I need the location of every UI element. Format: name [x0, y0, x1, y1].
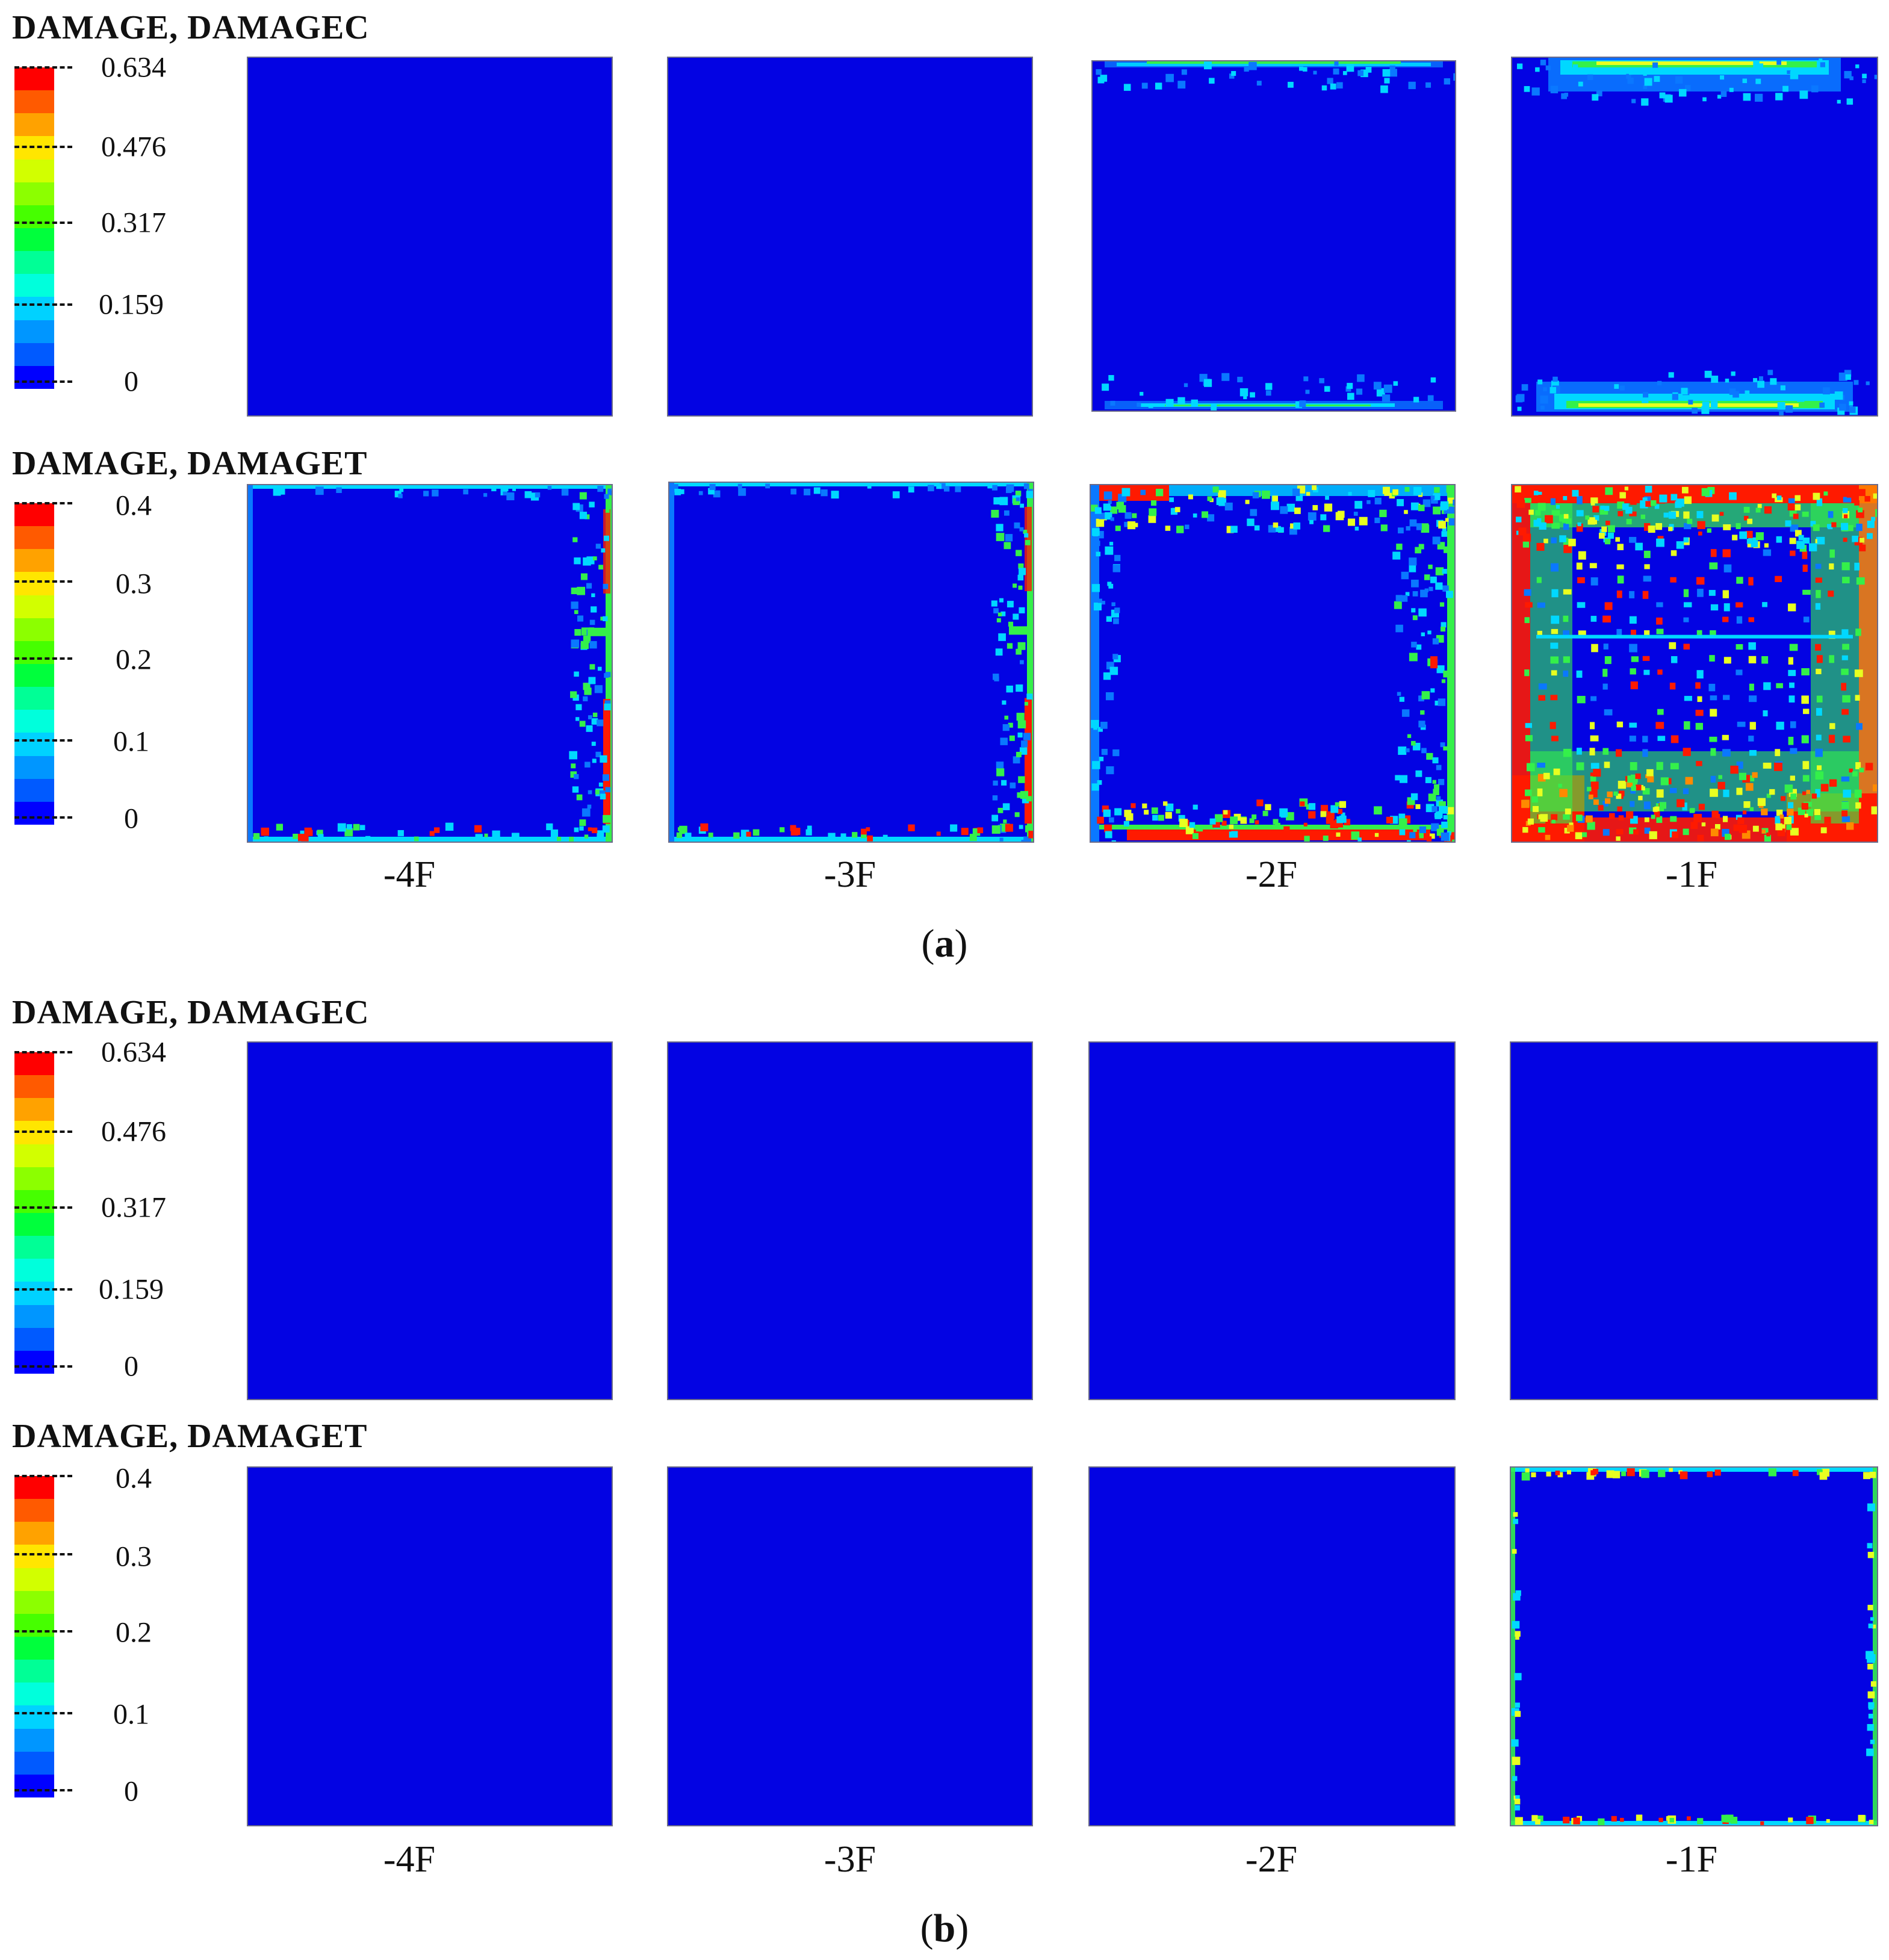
legend-label: 0.159 — [99, 288, 164, 321]
legend-tick — [14, 1130, 72, 1133]
damage-panel-b-c-1f — [1510, 1041, 1878, 1400]
subfigure-letter: a — [934, 922, 955, 966]
block-title: DAMAGE, DAMAGEC — [12, 994, 370, 1031]
damage-panel-b-t-4f — [247, 1466, 613, 1826]
column-label: -4F — [383, 854, 436, 895]
damage-panel-a-t-4f — [247, 484, 613, 843]
legend-label: 0.634 — [101, 51, 166, 84]
damage-panel-b-c-4f — [247, 1041, 613, 1400]
legend-tick — [14, 303, 72, 306]
damage-panel-a-c-3f — [667, 57, 1033, 417]
damage-panel-a-c-4f — [247, 57, 613, 417]
subfigure-a: DAMAGE, DAMAGEC 0.634 0.476 0.317 0.159 … — [0, 8, 1889, 966]
legend-tick — [14, 580, 72, 583]
damage-texture — [1091, 485, 1454, 842]
legend-label: 0.3 — [116, 568, 152, 600]
legend-color-bar — [14, 67, 54, 389]
column-label: -1F — [1665, 1839, 1718, 1880]
subfigure-letter: b — [933, 1906, 956, 1950]
legend-label: 0.476 — [101, 131, 166, 163]
damage-texture — [669, 483, 1033, 842]
legend-tick — [14, 146, 72, 148]
color-legend: 0.634 0.476 0.317 0.159 0 — [14, 52, 195, 398]
legend-label: 0.4 — [116, 1462, 152, 1495]
color-legend: 0.634 0.476 0.317 0.159 0 — [14, 1037, 195, 1383]
legend-color-bar — [14, 503, 54, 825]
legend-tick — [14, 1553, 72, 1555]
damage-panel-a-t-1f — [1511, 484, 1878, 843]
column-label: -2F — [1245, 854, 1298, 895]
column-label: -3F — [824, 854, 876, 895]
column-label: -1F — [1665, 854, 1718, 895]
legend-tick — [14, 66, 72, 69]
legend-label: 0.159 — [99, 1273, 164, 1306]
damage-texture — [1511, 1468, 1877, 1825]
damage-panel-a-c-1f — [1511, 57, 1878, 417]
legend-tick — [14, 1365, 72, 1368]
legend-label: 0.4 — [116, 489, 152, 522]
damage-texture — [1515, 58, 1877, 415]
damage-panel-a-c-2f — [1091, 60, 1456, 412]
subfigure-label: (a) — [921, 922, 968, 966]
block-title: DAMAGE, DAMAGET — [12, 1418, 368, 1455]
damage-panel-b-c-2f — [1088, 1041, 1456, 1400]
legend-label: 0.317 — [101, 1191, 166, 1224]
legend-tick — [14, 1475, 72, 1477]
subfigure-label: (b) — [920, 1906, 969, 1950]
damage-texture — [1512, 485, 1877, 842]
legend-tick — [14, 657, 72, 660]
damage-panel-a-t-3f — [668, 482, 1034, 843]
block-b-tension: DAMAGE, DAMAGET 0.4 0.3 0.2 0.1 0 — [0, 1417, 1889, 1838]
legend-tick — [14, 1712, 72, 1714]
damage-texture — [248, 485, 612, 842]
legend-tick — [14, 1789, 72, 1791]
legend-label: 0 — [124, 1350, 138, 1383]
legend-label: 0 — [124, 802, 138, 835]
legend-label: 0.1 — [113, 725, 149, 758]
damage-panel-b-t-2f — [1088, 1466, 1456, 1826]
damage-panel-b-t-1f — [1510, 1466, 1878, 1826]
color-legend: 0.4 0.3 0.2 0.1 0 — [14, 1463, 195, 1808]
legend-tick — [14, 1288, 72, 1291]
legend-color-bar — [14, 1052, 54, 1374]
block-a-tension: DAMAGE, DAMAGET 0.4 0.3 0.2 0.1 0 — [0, 444, 1889, 866]
damage-panel-b-c-3f — [667, 1041, 1033, 1400]
legend-tick — [14, 1051, 72, 1053]
damage-panel-b-t-3f — [667, 1466, 1033, 1826]
legend-tick — [14, 739, 72, 742]
legend-label: 0.634 — [101, 1036, 166, 1068]
legend-label: 0.3 — [116, 1540, 152, 1573]
legend-tick — [14, 502, 72, 504]
legend-label: 0.317 — [101, 206, 166, 239]
subfigure-b: DAMAGE, DAMAGEC 0.634 0.476 0.317 0.159 … — [0, 985, 1889, 1960]
legend-tick — [14, 380, 72, 383]
legend-label: 0.476 — [101, 1115, 166, 1148]
legend-color-bar — [14, 1476, 54, 1797]
column-label: -2F — [1245, 1839, 1298, 1880]
block-title: DAMAGE, DAMAGEC — [12, 9, 370, 46]
column-label: -4F — [383, 1839, 436, 1880]
legend-tick — [14, 1206, 72, 1209]
legend-tick — [14, 222, 72, 224]
legend-tick — [14, 816, 72, 819]
block-a-compression: DAMAGE, DAMAGEC 0.634 0.476 0.317 0.159 … — [0, 8, 1889, 430]
block-title: DAMAGE, DAMAGET — [12, 445, 368, 482]
column-label: -3F — [824, 1839, 876, 1880]
legend-label: 0 — [124, 1775, 138, 1808]
legend-label: 0.2 — [116, 644, 152, 676]
block-b-compression: DAMAGE, DAMAGEC 0.634 0.476 0.317 0.159 … — [0, 993, 1889, 1415]
legend-label: 0.2 — [116, 1616, 152, 1649]
legend-tick — [14, 1630, 72, 1633]
damage-panel-a-t-2f — [1090, 484, 1456, 843]
legend-label: 0 — [124, 365, 138, 398]
legend-label: 0.1 — [113, 1698, 149, 1731]
color-legend: 0.4 0.3 0.2 0.1 0 — [14, 490, 195, 835]
damage-texture — [1096, 61, 1455, 411]
